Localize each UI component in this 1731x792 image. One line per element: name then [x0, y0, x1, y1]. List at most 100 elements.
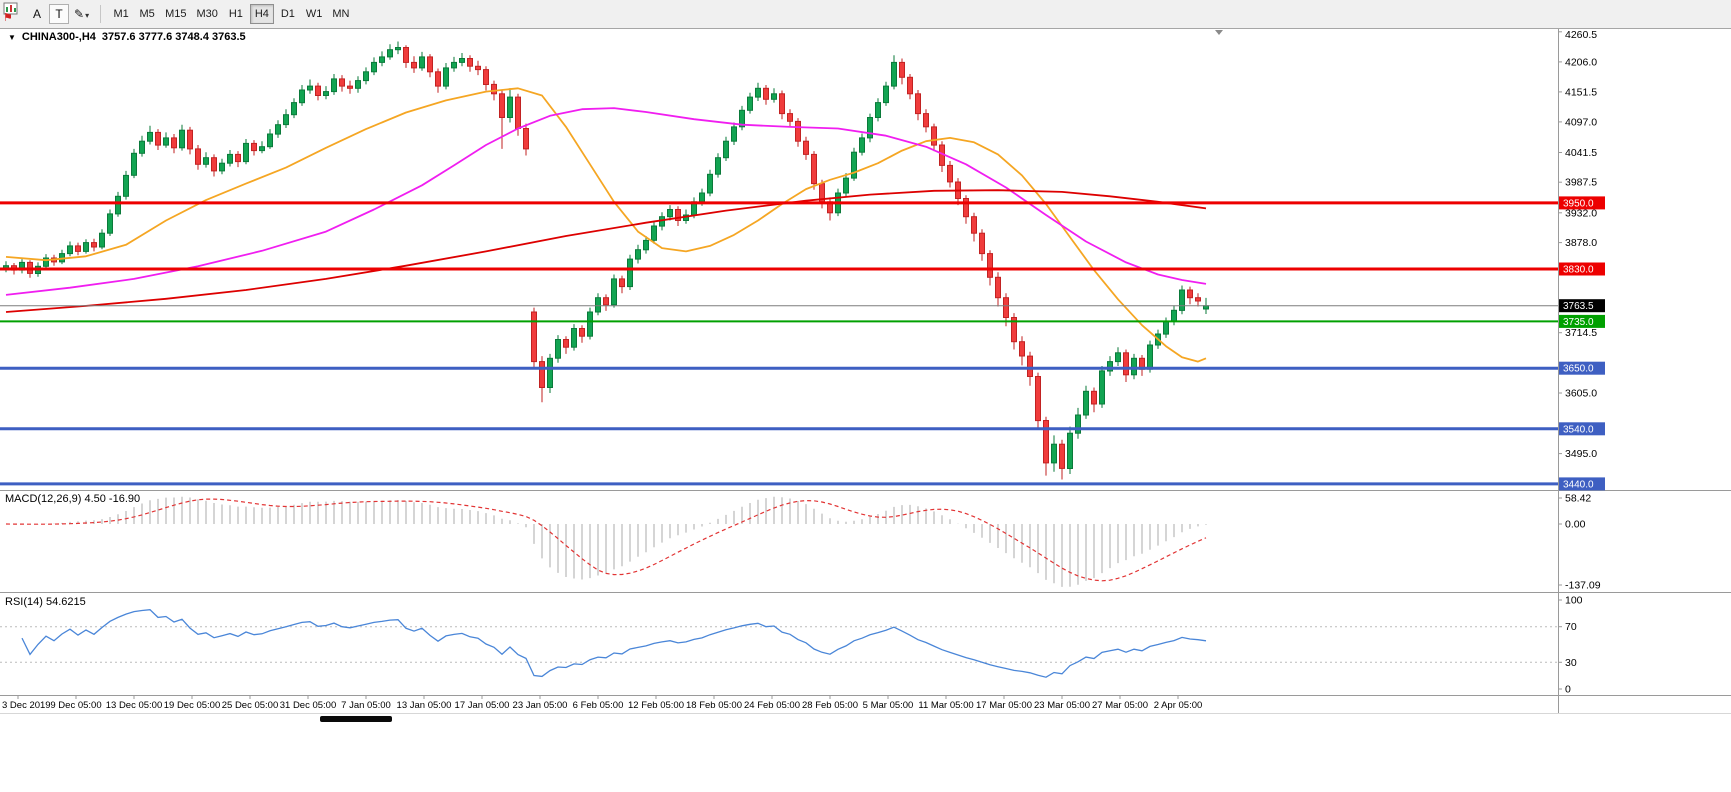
arrow-tool-button[interactable]: A [27, 4, 47, 24]
candle[interactable] [915, 90, 921, 121]
candle[interactable] [1067, 426, 1073, 474]
candle[interactable] [603, 294, 609, 311]
candle[interactable] [187, 126, 193, 155]
candle[interactable] [3, 261, 9, 273]
candle[interactable] [579, 325, 585, 343]
candle[interactable] [723, 136, 729, 161]
candle[interactable] [371, 57, 377, 76]
candle[interactable] [211, 154, 217, 177]
candle[interactable] [571, 324, 577, 351]
candle[interactable] [363, 67, 369, 85]
time-axis[interactable]: 3 Dec 2019 9 Dec 05:00 13 Dec 05:00 19 Dec … [2, 695, 1202, 712]
candle[interactable] [595, 293, 601, 316]
candle[interactable] [507, 88, 513, 123]
candle[interactable] [443, 63, 449, 90]
candle[interactable] [1075, 407, 1081, 439]
text-tool-button[interactable]: T [49, 4, 69, 24]
candle[interactable] [91, 238, 97, 252]
ma-line-fast[interactable] [5, 87, 1207, 363]
candle[interactable] [1107, 356, 1113, 376]
candle[interactable] [755, 82, 761, 101]
candle[interactable] [811, 151, 817, 190]
flag-icon[interactable]: ⚑ [3, 12, 13, 24]
candle[interactable] [1115, 347, 1121, 366]
candle[interactable] [235, 151, 241, 168]
candle[interactable] [163, 132, 169, 148]
candle[interactable] [123, 170, 129, 200]
candle[interactable] [523, 123, 529, 156]
candle[interactable] [395, 41, 401, 55]
candle[interactable] [259, 141, 265, 154]
candle[interactable] [139, 135, 145, 157]
timeframe-button-h1[interactable]: H1 [224, 4, 248, 24]
candle[interactable] [955, 178, 961, 206]
candle[interactable] [619, 275, 625, 294]
candle[interactable] [643, 236, 649, 254]
candle[interactable] [1139, 355, 1145, 376]
candle[interactable] [43, 254, 49, 269]
candle[interactable] [283, 109, 289, 128]
candle[interactable] [251, 140, 257, 156]
timeframe-button-m30[interactable]: M30 [192, 4, 221, 24]
candle[interactable] [179, 124, 185, 151]
timeframe-button-m15[interactable]: M15 [161, 4, 190, 24]
candle[interactable] [739, 105, 745, 131]
candle[interactable] [635, 244, 641, 264]
candle[interactable] [267, 129, 273, 149]
candle[interactable] [171, 134, 177, 154]
candle[interactable] [99, 229, 105, 250]
candle[interactable] [971, 212, 977, 242]
candle[interactable] [195, 145, 201, 170]
candle[interactable] [203, 152, 209, 168]
candle[interactable] [451, 56, 457, 72]
candle[interactable] [75, 242, 81, 256]
candle[interactable] [939, 141, 945, 172]
candle[interactable] [107, 209, 113, 237]
ma-line-slow[interactable] [5, 189, 1207, 313]
candle[interactable] [59, 249, 65, 265]
timeframe-button-m1[interactable]: M1 [109, 4, 133, 24]
timeframe-button-m5[interactable]: M5 [135, 4, 159, 24]
candle[interactable] [291, 98, 297, 119]
candle[interactable] [499, 90, 505, 149]
candle[interactable] [547, 353, 553, 393]
candle[interactable] [331, 74, 337, 95]
candle[interactable] [339, 75, 345, 92]
candle[interactable] [1179, 285, 1185, 315]
candle[interactable] [483, 66, 489, 91]
candle[interactable] [907, 74, 913, 100]
candle[interactable] [859, 133, 865, 156]
candle[interactable] [1195, 293, 1201, 307]
candle[interactable] [995, 272, 1001, 307]
candle[interactable] [467, 55, 473, 72]
candle[interactable] [531, 307, 537, 370]
candle[interactable] [219, 158, 225, 175]
candle[interactable] [419, 51, 425, 71]
candle[interactable] [883, 81, 889, 106]
candle[interactable] [851, 147, 857, 181]
timeframe-button-mn[interactable]: MN [328, 4, 353, 24]
candle[interactable] [1123, 349, 1129, 383]
candle[interactable] [19, 259, 25, 274]
candle[interactable] [411, 56, 417, 73]
candle[interactable] [131, 148, 137, 179]
candle[interactable] [1011, 313, 1017, 350]
candle[interactable] [555, 335, 561, 363]
candle[interactable] [435, 68, 441, 93]
candle[interactable] [1099, 366, 1105, 408]
candle[interactable] [299, 85, 305, 106]
candle[interactable] [147, 125, 153, 145]
candle[interactable] [1091, 387, 1097, 413]
candle[interactable] [347, 80, 353, 94]
timeframe-button-d1[interactable]: D1 [276, 4, 300, 24]
candle[interactable] [875, 98, 881, 122]
candle[interactable] [979, 229, 985, 261]
candle[interactable] [403, 45, 409, 68]
draw-tool-button[interactable]: ✎▾ [71, 4, 92, 24]
candle[interactable] [1083, 385, 1089, 419]
candle[interactable] [707, 169, 713, 197]
candle[interactable] [771, 88, 777, 103]
candle[interactable] [963, 195, 969, 224]
chart-shift-marker-icon[interactable] [1215, 30, 1223, 35]
candle[interactable] [83, 239, 89, 254]
